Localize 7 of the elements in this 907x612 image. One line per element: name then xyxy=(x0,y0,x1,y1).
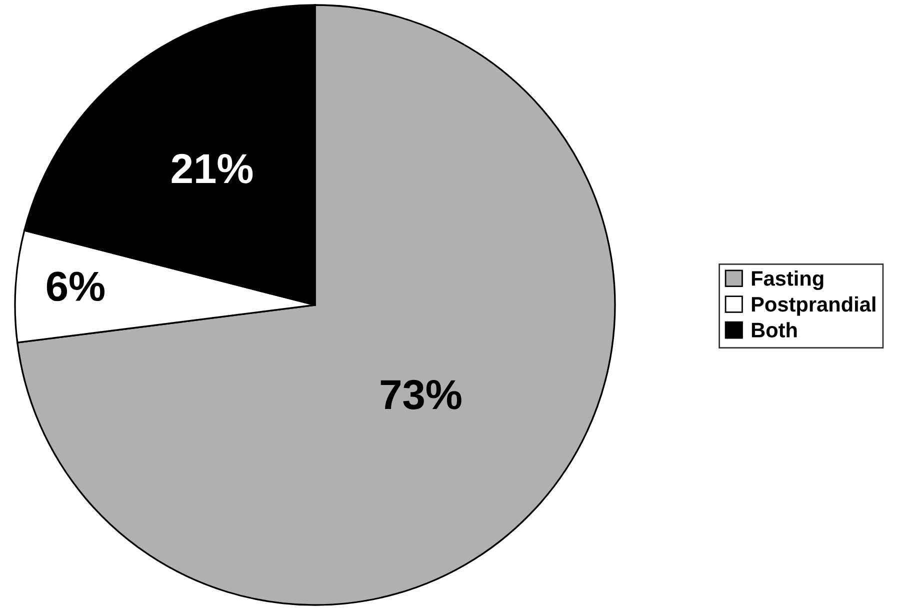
data-label: 21% xyxy=(172,154,253,184)
data-label: 73% xyxy=(380,380,462,410)
legend-label: Postprandial xyxy=(752,296,876,316)
legend-label: Both xyxy=(752,322,797,338)
data-label: 6% xyxy=(46,272,104,302)
legend-label: Fasting xyxy=(752,270,824,290)
pie-slice xyxy=(16,4,616,606)
